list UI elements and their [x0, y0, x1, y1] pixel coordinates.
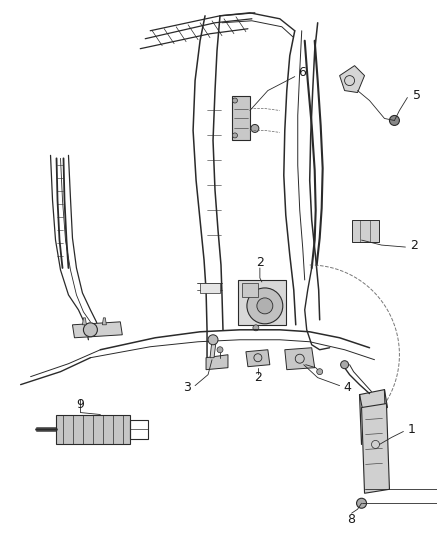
Circle shape: [257, 298, 273, 314]
Bar: [238, 280, 286, 325]
Circle shape: [208, 335, 218, 345]
Circle shape: [341, 361, 349, 369]
Bar: [200, 283, 220, 293]
Circle shape: [233, 98, 237, 103]
Bar: [56, 415, 130, 445]
Text: 9: 9: [77, 398, 85, 411]
Text: 2: 2: [410, 239, 418, 252]
Polygon shape: [361, 403, 389, 493]
Bar: [232, 95, 250, 140]
Circle shape: [357, 498, 367, 508]
Bar: [352, 220, 379, 242]
Text: 4: 4: [344, 381, 352, 394]
Text: 3: 3: [183, 381, 191, 394]
Bar: [130, 419, 148, 439]
Circle shape: [217, 347, 223, 353]
Circle shape: [247, 288, 283, 324]
Circle shape: [317, 369, 323, 375]
Polygon shape: [72, 322, 122, 338]
Text: 8: 8: [348, 513, 356, 526]
Text: 5: 5: [413, 89, 421, 102]
Circle shape: [83, 323, 97, 337]
Circle shape: [233, 133, 237, 138]
Polygon shape: [360, 390, 388, 409]
Polygon shape: [285, 348, 314, 370]
Circle shape: [251, 124, 259, 132]
Text: 6: 6: [298, 66, 306, 79]
Polygon shape: [102, 318, 106, 325]
Text: 2: 2: [254, 371, 262, 384]
Polygon shape: [210, 340, 216, 358]
Polygon shape: [82, 318, 86, 325]
Polygon shape: [246, 350, 270, 367]
Bar: [242, 283, 258, 297]
Polygon shape: [206, 355, 228, 370]
Circle shape: [253, 325, 259, 331]
Circle shape: [389, 116, 399, 125]
Polygon shape: [339, 66, 364, 93]
Text: 2: 2: [256, 255, 264, 269]
Text: 1: 1: [407, 423, 415, 436]
